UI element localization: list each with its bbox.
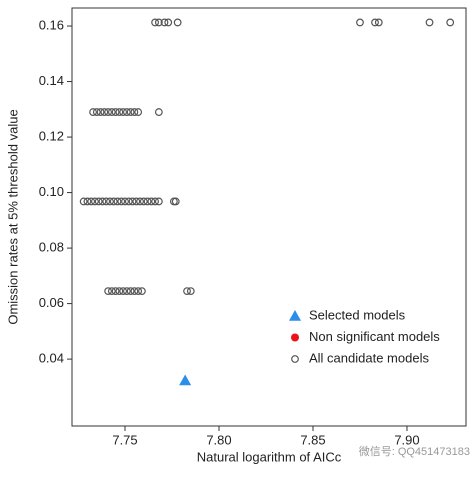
open-point (104, 108, 112, 116)
y-tick-label: 0.08 (39, 240, 64, 255)
open-point (130, 108, 139, 116)
open-point (138, 287, 146, 296)
open-point (130, 287, 139, 296)
watermark: 微信号: QQ451473183 (359, 444, 470, 458)
open-point (160, 18, 169, 27)
legend-marker (289, 310, 301, 321)
open-point (171, 197, 180, 206)
open-point (446, 18, 455, 27)
open-point (154, 108, 163, 116)
open-point (371, 18, 379, 27)
open-point (109, 197, 118, 206)
x-tick-label: 7.85 (300, 432, 325, 447)
open-point (91, 197, 99, 206)
y-tick-label: 0.12 (39, 129, 64, 144)
open-point (186, 287, 195, 296)
open-point (124, 197, 133, 206)
open-point (136, 197, 144, 206)
x-tick-label: 7.90 (394, 432, 419, 447)
open-point (96, 108, 105, 116)
open-point (121, 197, 129, 206)
open-point (425, 18, 434, 27)
open-point (164, 18, 173, 27)
open-point (173, 18, 182, 27)
open-point (183, 287, 191, 296)
open-point (139, 197, 148, 206)
open-point (119, 108, 128, 116)
y-tick-label: 0.04 (39, 351, 64, 366)
open-point (106, 197, 114, 206)
legend-label: Selected models (309, 307, 406, 322)
y-tick-label: 0.10 (39, 184, 64, 199)
triangle-point (179, 374, 192, 386)
open-point (115, 287, 124, 296)
open-point (83, 197, 92, 206)
open-point (151, 18, 159, 27)
open-point (113, 197, 122, 206)
open-point (122, 287, 131, 296)
legend-label: Non significant models (309, 329, 440, 344)
open-point (147, 197, 156, 206)
open-point (132, 197, 141, 206)
open-point (107, 287, 116, 296)
open-point (111, 287, 120, 296)
open-point (119, 287, 128, 296)
x-tick-label: 7.75 (112, 432, 137, 447)
open-point (92, 108, 101, 116)
open-point (98, 197, 107, 206)
open-point (126, 108, 135, 116)
open-point (134, 287, 143, 296)
open-point (122, 108, 131, 116)
y-tick-label: 0.06 (39, 295, 64, 310)
x-tick-label: 7.80 (206, 432, 231, 447)
open-point (128, 197, 137, 206)
open-point (374, 18, 383, 27)
open-point (126, 287, 135, 296)
legend-label: All candidate models (309, 350, 429, 365)
open-point (87, 197, 96, 206)
open-point (117, 197, 126, 206)
open-point (143, 197, 152, 206)
open-point (100, 108, 109, 116)
open-point (104, 287, 112, 296)
open-point (154, 18, 163, 27)
open-point (79, 197, 88, 206)
open-point (356, 18, 364, 27)
open-point (107, 108, 116, 116)
plot-frame (71, 7, 467, 427)
open-point (111, 108, 120, 116)
legend-marker (291, 355, 299, 363)
open-point (154, 197, 163, 206)
y-tick-label: 0.14 (39, 73, 64, 88)
open-point (94, 197, 103, 206)
open-point (134, 108, 143, 116)
open-point (151, 197, 159, 206)
x-axis-label: Natural logarithm of AICc (197, 449, 342, 464)
open-point (115, 108, 124, 116)
y-tick-label: 0.16 (39, 17, 64, 32)
legend-marker (291, 333, 299, 342)
open-point (89, 108, 97, 116)
y-axis-label: Omission rates at 5% threshold value (5, 109, 20, 324)
open-point (102, 197, 111, 206)
